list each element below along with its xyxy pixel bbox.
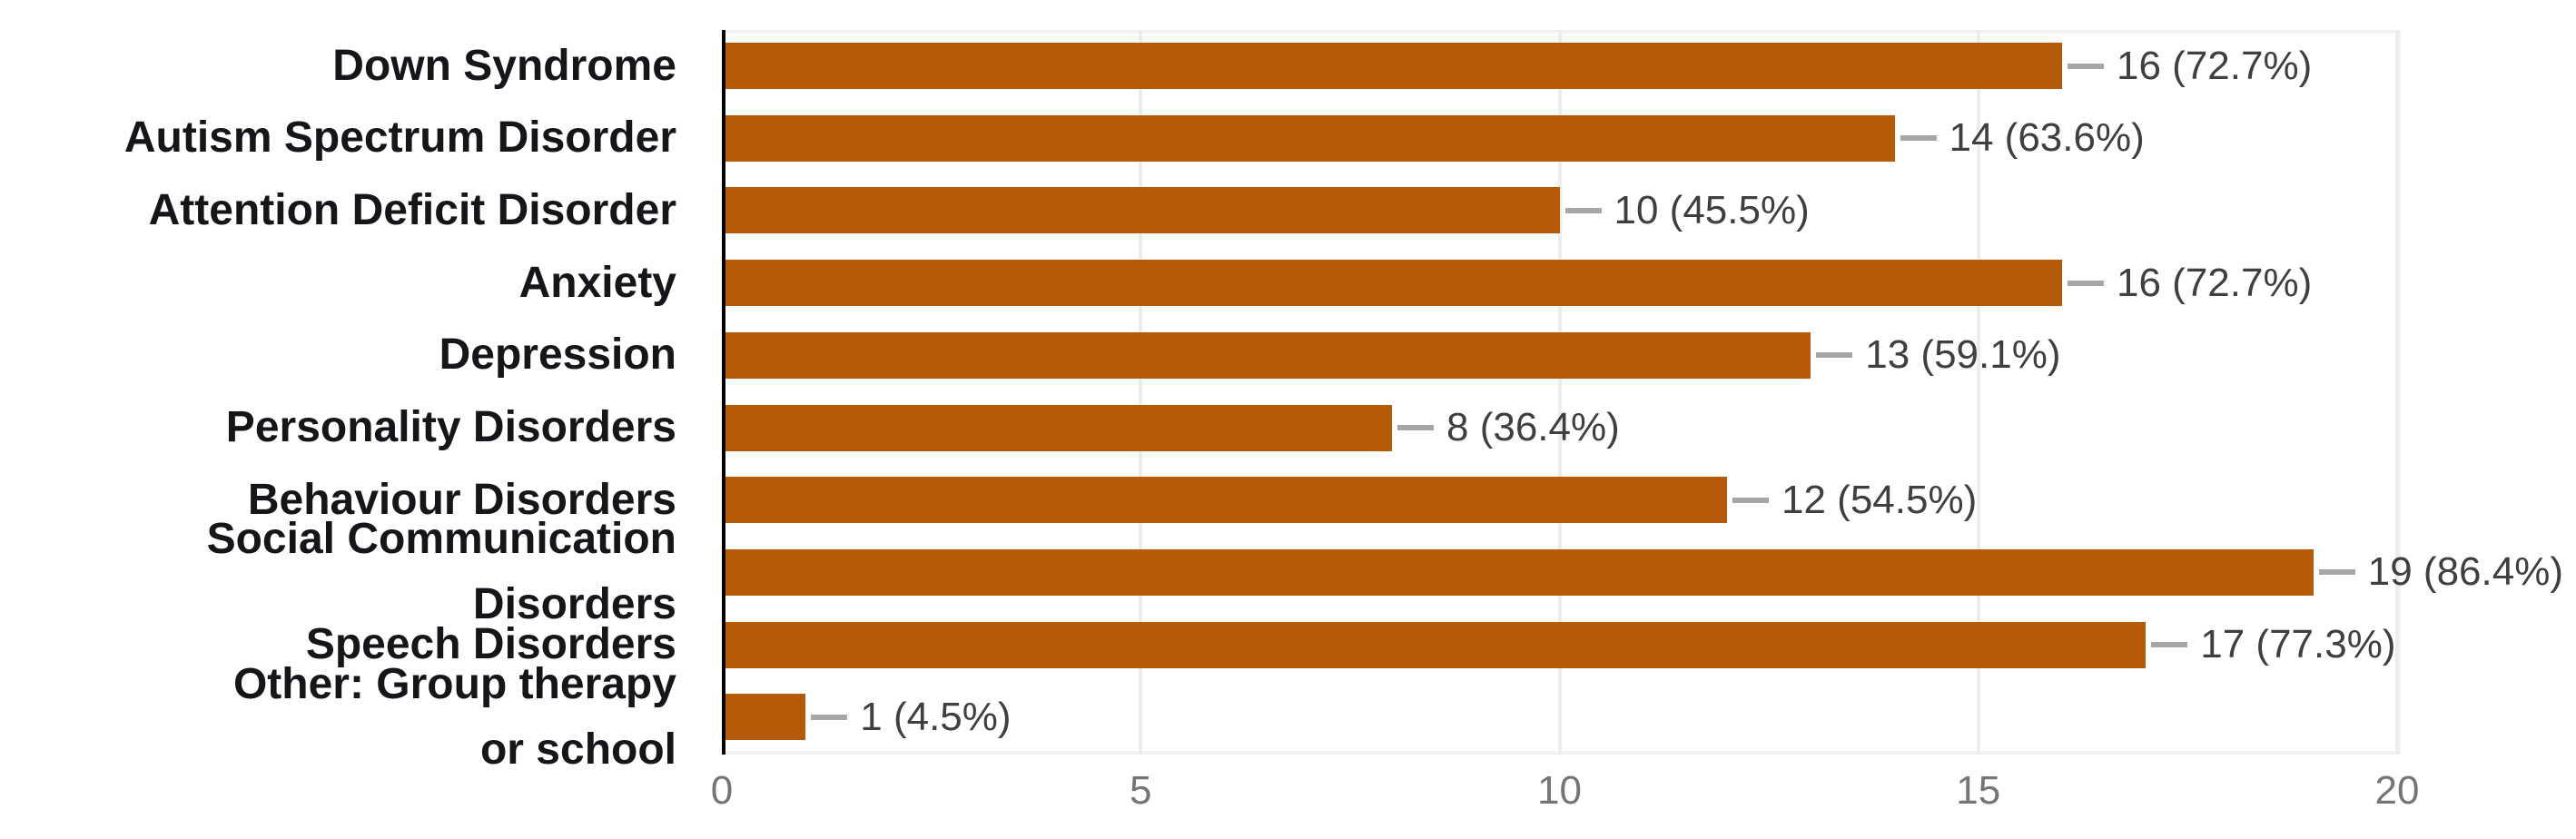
value-connector-line (1900, 135, 1937, 142)
y-axis-line (722, 30, 725, 755)
category-label: Autism Spectrum Disorder (123, 114, 676, 163)
value-connector-line (2318, 569, 2355, 576)
bar (725, 621, 2147, 668)
value-connector-line (1816, 352, 1853, 359)
x-tick-label: 0 (710, 768, 734, 813)
value-label: 12 (54.5%) (1732, 477, 1977, 523)
bar (725, 331, 1811, 379)
value-label-text: 17 (77.3%) (2200, 622, 2396, 667)
value-label-text: 12 (54.5%) (1781, 477, 1978, 522)
value-label: 16 (72.7%) (2068, 260, 2312, 306)
category-label: Anxiety (518, 258, 676, 307)
bar (725, 477, 1727, 524)
gridline-x-5 (1139, 30, 1143, 755)
x-tick-label: 10 (1537, 768, 1582, 813)
gridline-x-20 (2395, 30, 2399, 755)
bar (725, 694, 806, 741)
value-label-text: 14 (63.6%) (1949, 115, 2145, 161)
gridline-x-15 (1976, 30, 1980, 755)
value-connector-line (1564, 207, 1602, 213)
value-label-text: 16 (72.7%) (2117, 260, 2313, 305)
bar (725, 187, 1560, 234)
value-connector-line (2068, 63, 2104, 69)
value-label: 8 (36.4%) (1397, 405, 1620, 451)
category-label: Speech Disorders (305, 620, 676, 669)
value-label-text: 13 (59.1%) (1865, 332, 2061, 378)
value-connector-line (811, 714, 848, 720)
category-label: Attention Deficit Disorder (148, 185, 676, 234)
value-label: 13 (59.1%) (1816, 332, 2060, 379)
value-label-text: 10 (45.5%) (1614, 187, 1810, 232)
value-connector-line (2068, 280, 2104, 286)
bar (725, 114, 1895, 162)
value-connector-line (1732, 497, 1769, 503)
x-tick-label: 5 (1130, 768, 1152, 813)
value-label: 17 (77.3%) (2151, 622, 2395, 668)
bar (725, 548, 2314, 596)
value-label-text: 16 (72.7%) (2117, 43, 2313, 88)
category-label: Behaviour Disorders (247, 475, 676, 524)
value-connector-line (2151, 642, 2188, 648)
value-label: 10 (45.5%) (1564, 187, 1810, 233)
category-label: Other: Group therapy or school (232, 659, 676, 774)
bar (725, 404, 1392, 451)
value-label: 14 (63.6%) (1900, 115, 2145, 162)
value-connector-line (1397, 425, 1434, 430)
value-label-text: 19 (86.4%) (2367, 549, 2563, 595)
value-label: 19 (86.4%) (2318, 549, 2563, 596)
bar (725, 260, 2062, 307)
category-label: Social Communication Disorders (206, 515, 676, 629)
gridline-x-10 (1557, 30, 1562, 755)
category-label: Down Syndrome (332, 41, 676, 90)
category-label: Personality Disorders (225, 403, 676, 451)
value-label: 16 (72.7%) (2068, 43, 2312, 89)
value-label: 1 (4.5%) (811, 694, 1012, 740)
category-label: Depression (439, 331, 676, 380)
value-label-text: 1 (4.5%) (860, 694, 1012, 739)
bar (725, 43, 2062, 89)
x-tick-label: 20 (2374, 768, 2420, 813)
x-tick-label: 15 (1956, 768, 2001, 813)
value-label-text: 8 (36.4%) (1446, 405, 1620, 449)
